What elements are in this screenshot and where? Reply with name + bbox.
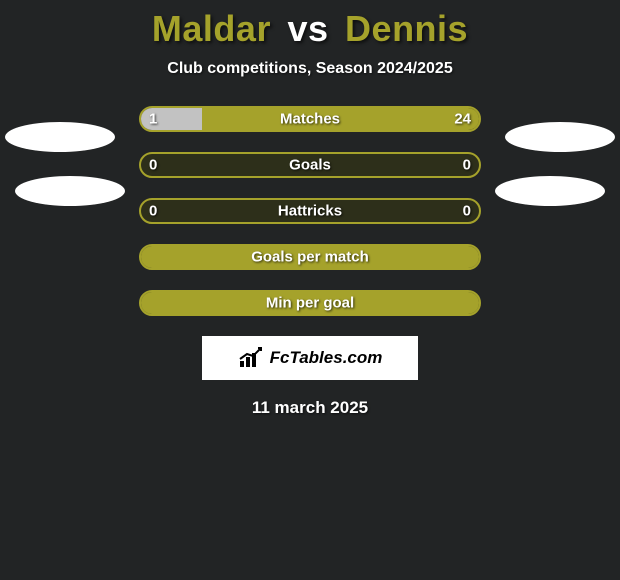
bar-track	[139, 106, 481, 132]
stat-row-hattricks: Hattricks00	[139, 198, 481, 224]
bar-fill-left	[141, 246, 479, 268]
stat-row-goals_per_match: Goals per match	[139, 244, 481, 270]
stat-row-min_per_goal: Min per goal	[139, 290, 481, 316]
side-ellipse-left	[5, 122, 115, 152]
logo-text: FcTables.com	[270, 348, 383, 368]
page-title: Maldar vs Dennis	[0, 0, 620, 50]
side-ellipse-right	[495, 176, 605, 206]
stat-row-goals: Goals00	[139, 152, 481, 178]
bar-track	[139, 244, 481, 270]
bar-track	[139, 198, 481, 224]
logo-box: FcTables.com	[202, 336, 418, 380]
side-ellipse-right	[505, 122, 615, 152]
bar-fill-left	[141, 292, 479, 314]
player2-name: Dennis	[345, 8, 468, 49]
chart-icon	[238, 347, 264, 369]
subtitle: Club competitions, Season 2024/2025	[0, 60, 620, 78]
date-label: 11 march 2025	[0, 398, 620, 418]
bar-fill-right	[202, 108, 479, 130]
bar-track	[139, 290, 481, 316]
player1-name: Maldar	[152, 8, 271, 49]
bar-track	[139, 152, 481, 178]
side-ellipse-left	[15, 176, 125, 206]
stat-row-matches: Matches124	[139, 106, 481, 132]
bar-fill-left	[141, 108, 202, 130]
vs-label: vs	[287, 8, 328, 49]
